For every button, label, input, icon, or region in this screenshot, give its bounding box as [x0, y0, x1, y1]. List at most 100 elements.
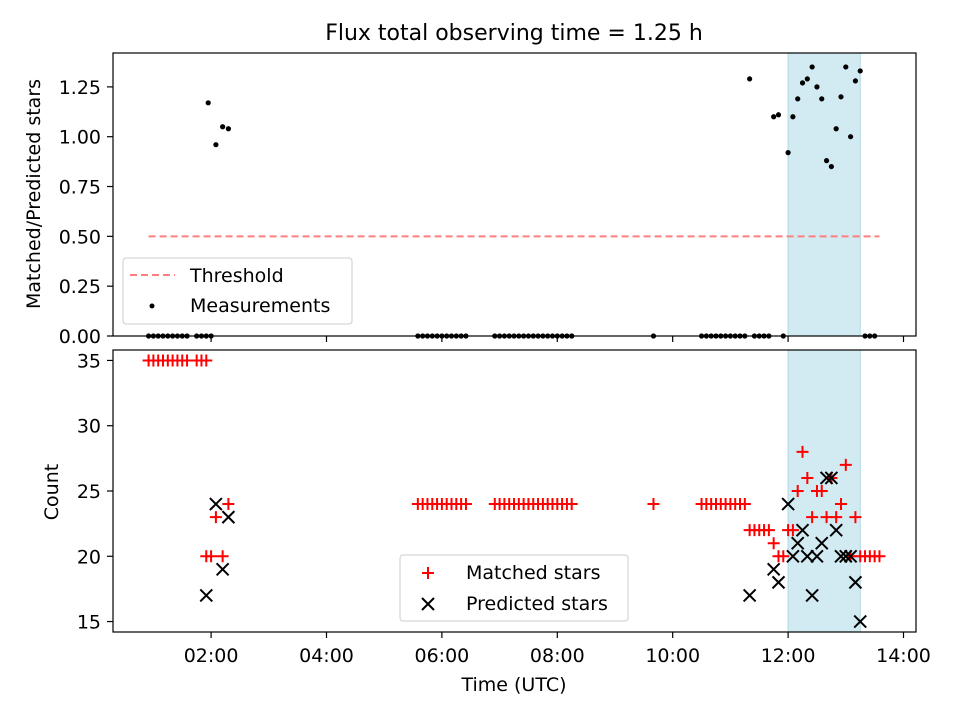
y-tick-label: 20	[77, 546, 101, 568]
measurement-point	[775, 112, 782, 118]
matched-stars-point	[222, 498, 235, 511]
count-panel: 15 20 25 30 35 02:00 04:00 06:00 08:00 10:00 12:00…	[77, 349, 931, 667]
measurement-point	[225, 126, 232, 132]
y-tick-label: 1.25	[59, 77, 101, 99]
measurement-point	[848, 134, 854, 140]
count-legend: Matched stars Predicted stars	[399, 554, 629, 622]
predicted-stars-point	[742, 588, 757, 603]
measurement-point	[213, 142, 219, 148]
measurement-point	[790, 114, 796, 120]
measurement-point	[833, 126, 839, 132]
predicted-stars-point	[839, 549, 853, 563]
predicted-stars-point	[843, 549, 858, 563]
highlight-span	[787, 52, 861, 337]
predicted-stars-point	[805, 588, 819, 603]
matched-stars-point	[830, 511, 843, 524]
predicted-stars-point	[209, 497, 223, 511]
predicted-stars-point	[766, 562, 781, 577]
matched-legend-swatch	[422, 567, 434, 579]
predicted-stars-point	[791, 536, 805, 550]
matched-stars-point	[839, 458, 852, 471]
matched-stars-point	[815, 485, 828, 497]
measurement-point	[747, 76, 753, 82]
matched-stars-point	[801, 471, 814, 484]
predicted-stars-point	[795, 523, 810, 537]
matched-stars-point	[205, 550, 218, 563]
y-tick-label: 15	[77, 612, 101, 634]
measurement-point	[823, 158, 830, 164]
measurement-point	[220, 124, 226, 130]
measurements-legend-swatch	[149, 303, 155, 309]
measurement-point	[838, 94, 844, 100]
matched-stars-point	[209, 511, 222, 524]
measurements-legend-label: Measurements	[190, 295, 330, 317]
measurement-point	[852, 78, 859, 84]
measurement-point	[205, 100, 211, 106]
axes-frame	[112, 52, 917, 337]
count-y-axis-label: Count	[41, 464, 63, 520]
matched-stars-point	[806, 511, 819, 524]
predicted-stars-point	[815, 536, 829, 550]
x-tick-label: 14:00	[876, 645, 931, 667]
measurement-point	[814, 84, 820, 90]
predicted-stars-point	[853, 614, 867, 629]
y-tick-label: 0.50	[59, 226, 101, 248]
matched-stars-point	[791, 485, 804, 497]
matched-stars-point	[762, 524, 775, 537]
predicted-stars-point	[771, 575, 786, 590]
x-tick-label: 08:00	[530, 645, 585, 667]
measurement-point	[828, 163, 834, 170]
ratio-legend: Threshold Measurements	[122, 257, 353, 325]
ratio-y-axis-label: Matched/Predicted stars	[23, 79, 45, 309]
predicted-legend-swatch	[421, 597, 435, 611]
matched-stars-point	[738, 498, 751, 511]
threshold-legend-label: Threshold	[189, 265, 284, 287]
predicted-stars-point	[834, 549, 848, 563]
measurement-point	[819, 96, 825, 102]
predicted-stars-point	[199, 588, 213, 603]
count-legend-frame	[399, 554, 629, 622]
predicted-legend-label: Predicted stars	[466, 593, 608, 615]
count-x-axis-label: Time (UTC)	[460, 674, 566, 696]
y-tick-label: 0.75	[59, 177, 101, 199]
matched-stars-point	[777, 550, 790, 563]
x-tick-label: 10:00	[645, 645, 700, 667]
x-tick-label: 06:00	[415, 645, 470, 667]
matched-stars-point	[647, 498, 660, 511]
matched-stars-point	[849, 511, 862, 524]
ratio-panel: 0.00 0.25 0.50 0.75 1.00 1.25	[59, 52, 917, 348]
y-tick-label: 1.00	[59, 127, 101, 149]
predicted-stars-point	[781, 497, 795, 511]
y-tick-label: 35	[77, 350, 101, 372]
matched-stars-point	[767, 537, 780, 550]
y-tick-label: 0.25	[59, 276, 101, 298]
matched-legend-label: Matched stars	[466, 562, 600, 584]
matched-stars-point	[565, 498, 578, 511]
measurement-point	[785, 150, 791, 156]
matched-stars-point	[200, 354, 213, 367]
predicted-stars-point	[829, 523, 843, 537]
measurement-point	[799, 80, 806, 86]
predicted-stars-point	[819, 471, 834, 485]
y-tick-label: 25	[77, 481, 101, 503]
measurement-point	[857, 68, 863, 74]
measurement-point	[795, 96, 801, 102]
matched-stars-point	[216, 550, 229, 563]
matched-stars-point	[834, 498, 847, 511]
predicted-stars-point	[221, 510, 236, 524]
ratio-legend-frame	[122, 257, 353, 325]
x-tick-label: 04:00	[299, 645, 354, 667]
predicted-stars-point	[824, 471, 839, 485]
y-tick-label: 0.00	[59, 326, 101, 348]
measurement-point	[804, 76, 810, 82]
predicted-stars-point	[848, 575, 863, 590]
predicted-stars-point	[810, 549, 824, 563]
measurement-point	[771, 114, 777, 120]
x-tick-label: 12:00	[761, 645, 816, 667]
matched-stars-point	[796, 445, 809, 458]
chart-title: Flux total observing time = 1.25 h	[325, 21, 703, 46]
y-tick-label: 30	[77, 416, 101, 438]
measurement-point	[843, 64, 849, 70]
measurement-point	[809, 64, 815, 70]
